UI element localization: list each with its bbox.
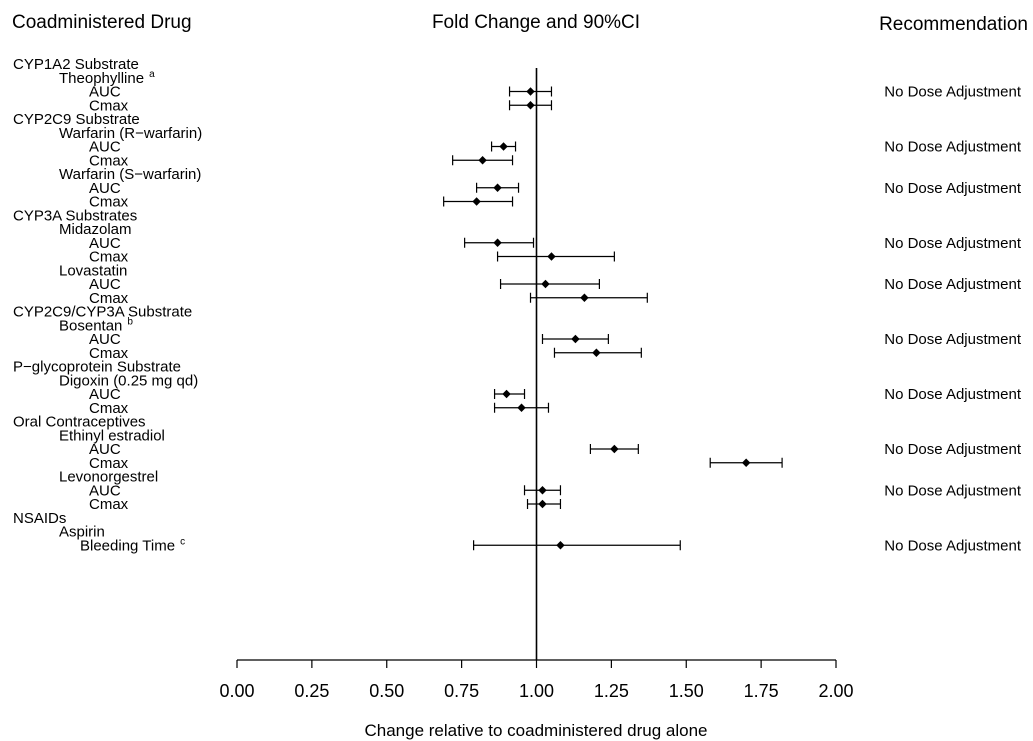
header-coadministered-drug: Coadministered Drug bbox=[12, 12, 192, 33]
recommendation-text: No Dose Adjustment bbox=[884, 482, 1022, 499]
footnote-marker: c bbox=[180, 536, 185, 547]
recommendation-text: No Dose Adjustment bbox=[884, 180, 1022, 197]
point-estimate-marker bbox=[526, 87, 535, 96]
footnote-marker: b bbox=[127, 316, 133, 327]
row-label-theophylline: Theophylline a bbox=[59, 69, 155, 87]
row-label-bleeding-time: Bleeding Time c bbox=[80, 536, 185, 554]
recommendation-text: No Dose Adjustment bbox=[884, 139, 1022, 156]
point-estimate-marker bbox=[556, 541, 565, 550]
footnote-marker: a bbox=[149, 69, 155, 80]
row-label-auc: AUC bbox=[89, 180, 121, 197]
row-label-auc: AUC bbox=[89, 331, 121, 348]
point-estimate-marker bbox=[610, 444, 619, 454]
point-estimate-marker bbox=[538, 486, 547, 495]
row-label-auc: AUC bbox=[89, 235, 121, 252]
x-tick-label: 2.00 bbox=[818, 681, 853, 701]
recommendation-text: No Dose Adjustment bbox=[884, 537, 1022, 554]
recommendation-text: No Dose Adjustment bbox=[884, 276, 1022, 293]
point-estimate-marker bbox=[517, 403, 526, 412]
row-label-auc: AUC bbox=[89, 139, 121, 156]
row-label-nsaids: NSAIDs bbox=[13, 510, 66, 527]
x-tick-label: 1.50 bbox=[669, 681, 704, 701]
point-estimate-marker bbox=[547, 252, 556, 261]
row-label-lovastatin: Lovastatin bbox=[59, 262, 127, 279]
x-tick-label: 0.25 bbox=[294, 681, 329, 701]
point-estimate-marker bbox=[538, 499, 547, 509]
row-label-cyp2c9-substrate: CYP2C9 Substrate bbox=[13, 111, 140, 128]
row-label-digoxin-0-25-mg-qd: Digoxin (0.25 mg qd) bbox=[59, 372, 198, 389]
recommendation-text: No Dose Adjustment bbox=[884, 386, 1022, 403]
row-label-cmax: Cmax bbox=[89, 400, 129, 417]
point-estimate-marker bbox=[580, 293, 589, 302]
x-tick-label: 0.75 bbox=[444, 681, 479, 701]
row-label-cyp3a-substrates: CYP3A Substrates bbox=[13, 207, 137, 224]
x-tick-label: 1.75 bbox=[744, 681, 779, 701]
row-label-p-glycoprotein-substrate: P−glycoprotein Substrate bbox=[13, 359, 181, 376]
row-label-cmax: Cmax bbox=[89, 455, 129, 472]
row-label-midazolam: Midazolam bbox=[59, 221, 132, 238]
point-estimate-marker bbox=[472, 197, 481, 206]
point-estimate-marker bbox=[526, 101, 535, 110]
x-tick-label: 0.50 bbox=[369, 681, 404, 701]
point-estimate-marker bbox=[741, 458, 751, 467]
recommendation-text: No Dose Adjustment bbox=[884, 441, 1022, 458]
row-label-bosentan: Bosentan b bbox=[59, 316, 133, 334]
row-label-cmax: Cmax bbox=[89, 97, 129, 114]
header-fold-change: Fold Change and 90%CI bbox=[432, 12, 640, 33]
row-label-warfarin-s-warfarin: Warfarin (S−warfarin) bbox=[59, 166, 201, 183]
row-label-cmax: Cmax bbox=[89, 249, 129, 266]
x-axis: 0.00 0.25 0.50 0.75 1.00 1.25 1.50 1.75 2.00 bbox=[219, 68, 854, 701]
point-estimate-marker bbox=[493, 238, 502, 247]
row-label-auc: AUC bbox=[89, 441, 121, 458]
point-estimate-marker bbox=[541, 279, 550, 289]
point-estimate-marker bbox=[502, 389, 511, 399]
point-estimate-marker bbox=[571, 334, 580, 344]
row-label-auc: AUC bbox=[89, 482, 121, 499]
point-estimate-marker bbox=[493, 183, 502, 192]
x-tick-label: 1.25 bbox=[594, 681, 629, 701]
row-label-aspirin: Aspirin bbox=[59, 524, 105, 541]
row-label-cmax: Cmax bbox=[89, 290, 129, 307]
row-label-cyp1a2-substrate: CYP1A2 Substrate bbox=[13, 56, 139, 73]
row-label-ethinyl-estradiol: Ethinyl estradiol bbox=[59, 427, 165, 444]
recommendation-text: No Dose Adjustment bbox=[884, 84, 1022, 101]
row-label-warfarin-r-warfarin: Warfarin (R−warfarin) bbox=[59, 125, 202, 142]
row-label-auc: AUC bbox=[89, 386, 121, 403]
recommendation-text: No Dose Adjustment bbox=[884, 235, 1022, 252]
row-label-cmax: Cmax bbox=[89, 152, 129, 169]
point-estimate-marker bbox=[478, 156, 487, 165]
row-label-cmax: Cmax bbox=[89, 194, 129, 211]
row-label-cmax: Cmax bbox=[89, 345, 129, 362]
row-label-levonorgestrel: Levonorgestrel bbox=[59, 469, 158, 486]
row-label-cyp2c9-cyp3a-substrate: CYP2C9/CYP3A Substrate bbox=[13, 304, 192, 321]
x-axis-title: Change relative to coadministered drug a… bbox=[364, 721, 707, 740]
row-label-cmax: Cmax bbox=[89, 496, 129, 513]
header-recommendation: Recommendation bbox=[879, 14, 1028, 35]
row-label-auc: AUC bbox=[89, 84, 121, 101]
x-tick-label: 1.00 bbox=[519, 681, 554, 701]
row-label-auc: AUC bbox=[89, 276, 121, 293]
row-label-oral-contraceptives: Oral Contraceptives bbox=[13, 414, 146, 431]
point-estimate-marker bbox=[592, 348, 601, 357]
point-estimate-marker bbox=[499, 142, 508, 151]
x-tick-label: 0.00 bbox=[219, 681, 254, 701]
recommendation-text: No Dose Adjustment bbox=[884, 331, 1022, 348]
